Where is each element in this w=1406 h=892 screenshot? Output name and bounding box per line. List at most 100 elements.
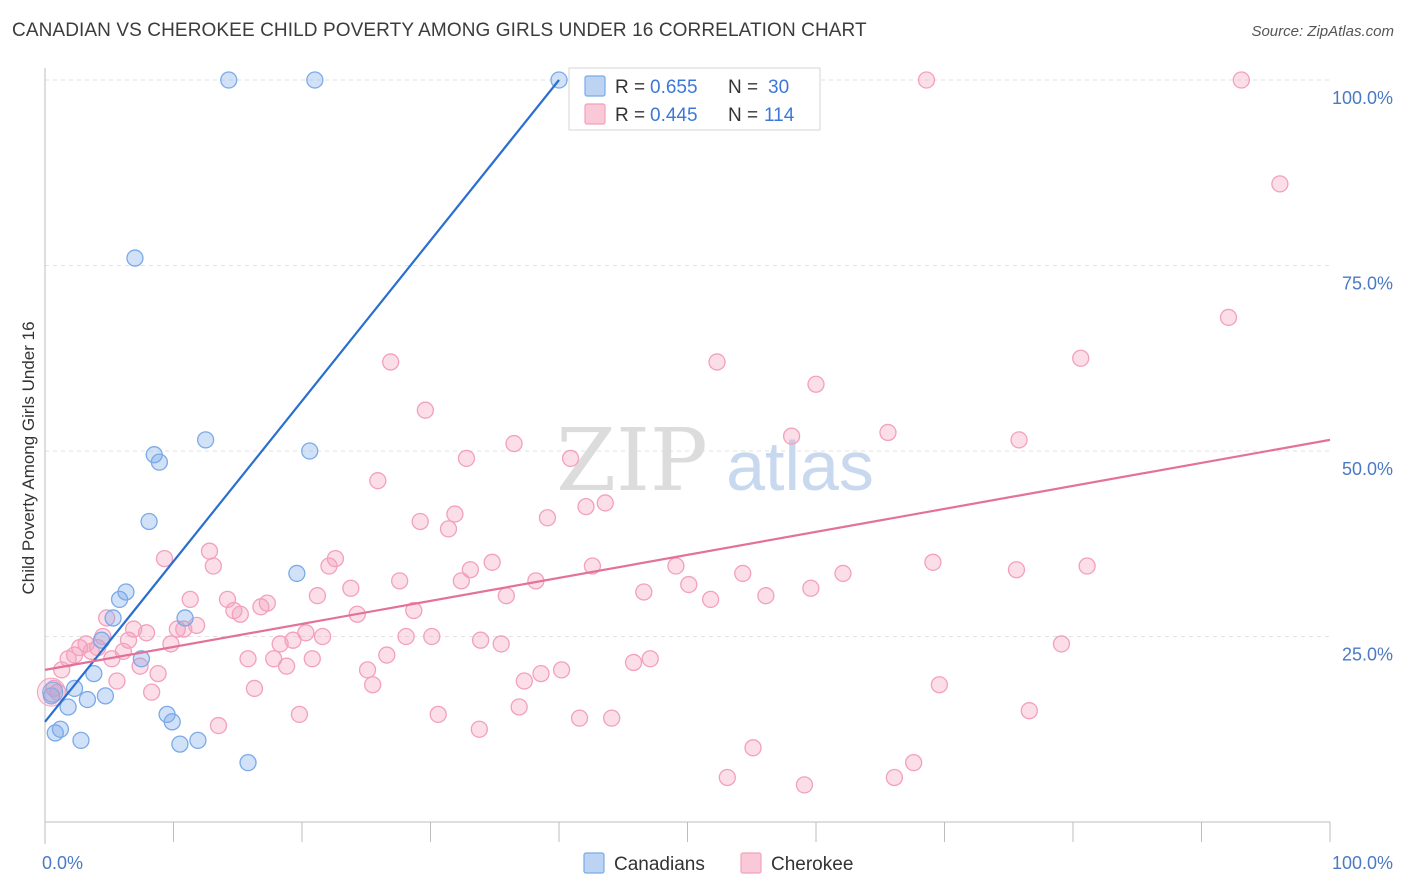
y-tick-label: 50.0% [1342,459,1393,479]
data-point-cherokee [624,653,643,672]
data-point-cherokee [552,661,571,679]
data-point-cherokee [119,631,138,649]
data-point-cherokee [483,553,501,571]
data-point-cherokee [1007,561,1026,579]
data-point-cherokee [137,624,156,642]
data-point-cherokee [308,587,327,605]
data-point-cherokee [879,423,897,442]
data-point-cherokee [641,650,659,668]
bottom-legend-swatch-canadians [583,852,605,874]
data-point-cherokee [429,705,447,724]
data-point-cherokee [204,557,222,575]
y-tick-label: 25.0% [1342,645,1393,665]
data-point-canadians [189,731,207,750]
data-point-cherokee [532,664,550,683]
data-point-canadians [220,71,238,89]
data-point-cherokee [284,631,302,649]
data-point-canadians [126,249,144,267]
data-point-cherokee [98,609,116,627]
data-point-canadians [196,431,215,449]
legend-swatch-canadians [584,75,606,97]
x-tick-label: 0.0% [42,853,83,873]
data-point-cherokee [313,627,332,646]
data-point-cherokee [802,579,820,597]
data-point-cherokee [505,434,523,453]
data-point-cherokee [297,624,315,642]
data-point-canadians [72,731,90,750]
grid-lines [45,79,1330,637]
data-point-canadians [288,564,306,583]
data-point-cherokee [271,635,289,653]
data-point-cherokee [1232,71,1250,89]
data-point-cherokee [423,627,441,646]
data-point-cherokee [382,353,400,371]
bottom-legend-label-cherokee: Cherokee [771,854,853,875]
data-point-cherokee [342,579,360,597]
data-point-canadians [239,753,257,772]
legend-swatch-cherokee [584,103,606,125]
data-point-canadians [104,609,122,627]
legend-r-value-canadians: 0.655 [650,77,698,98]
data-point-cherokee [834,564,852,583]
data-point-cherokee [155,549,174,568]
data-point-canadians [140,512,158,531]
data-point-cherokee [744,739,762,757]
data-point-cherokee [701,590,720,609]
y-axis-label: Child Poverty Among Girls Under 16 [19,321,38,594]
axes [44,68,1331,844]
data-point-cherokee [718,768,736,787]
stats-legend: R = 0.655 N = 30 R = 0.445 N = 114 [568,67,821,131]
data-point-cherokee [510,698,528,716]
bottom-legend-swatch-cherokee [740,852,762,874]
data-points [36,71,1289,794]
data-point-cherokee [471,631,490,649]
y-tick-label: 75.0% [1342,274,1393,294]
data-point-cherokee [290,705,309,724]
data-point-cherokee [364,676,382,694]
data-point-cherokee [885,768,904,787]
data-point-cherokee [561,449,580,468]
bottom-legend: Canadians Cherokee [583,852,853,875]
data-point-cherokee [570,709,589,727]
data-point-canadians [59,698,77,716]
data-point-cherokee [452,572,470,590]
data-point-cherokee [149,664,167,683]
data-point-cherokee [369,472,387,490]
bottom-legend-label-canadians: Canadians [614,854,705,875]
data-point-canadians [117,583,135,601]
data-point-cherokee [461,561,479,579]
data-point-cherokee [1010,431,1028,449]
legend-r-label-canadians: R = [615,77,645,98]
trend-line-canadians [44,79,560,723]
data-point-cherokee [36,677,66,707]
data-point-cherokee [209,716,228,735]
data-point-cherokee [1020,702,1038,720]
watermark-atlas: atlas [726,427,874,505]
data-point-cherokee [917,71,936,89]
data-point-cherokee [1052,635,1071,653]
legend-n-value-cherokee: 114 [764,105,795,126]
data-point-cherokee [497,587,515,605]
data-point-canadians [65,679,84,698]
data-point-cherokee [358,661,377,679]
data-point-cherokee [405,601,423,620]
data-point-cherokee [603,709,621,727]
chart-source: Source: ZipAtlas.com [1251,23,1394,40]
data-point-canadians [51,720,70,738]
data-point-canadians [78,690,97,709]
data-point-cherokee [930,676,949,694]
data-point-cherokee [416,401,435,419]
data-point-canadians [306,71,324,89]
trend-lines [44,79,1331,723]
data-point-cherokee [258,594,276,612]
data-point-cherokee [1072,349,1090,367]
data-point-cherokee [1271,175,1289,193]
data-point-canadians [171,735,189,753]
data-point-cherokee [1219,308,1238,327]
data-point-cherokee [446,505,464,523]
data-point-cherokee [680,575,698,594]
data-point-cherokee [905,753,923,772]
data-point-canadians [42,681,64,703]
data-point-cherokee [245,679,264,698]
